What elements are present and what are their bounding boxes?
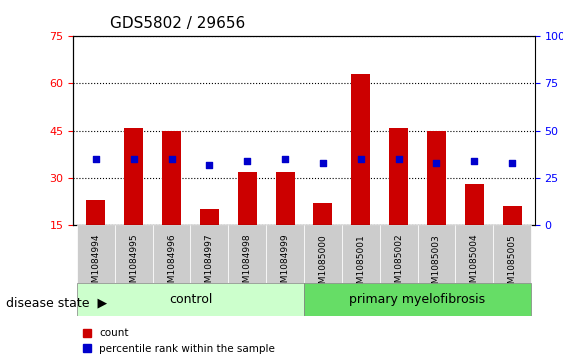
FancyBboxPatch shape [115,225,153,283]
Text: control: control [169,293,212,306]
Text: GSM1084999: GSM1084999 [280,234,289,294]
Bar [427,131,446,225]
Text: GSM1084996: GSM1084996 [167,234,176,294]
Bar [465,184,484,225]
Point [243,158,252,164]
Point [432,160,441,166]
Bar [124,127,143,225]
Bar [87,200,105,225]
FancyBboxPatch shape [418,225,455,283]
FancyBboxPatch shape [190,225,229,283]
Point [470,158,479,164]
Bar [389,127,408,225]
Text: GDS5802 / 29656: GDS5802 / 29656 [110,16,245,31]
Text: GSM1085002: GSM1085002 [394,234,403,294]
FancyBboxPatch shape [266,225,304,283]
FancyBboxPatch shape [229,225,266,283]
Point [129,156,138,162]
Bar [200,209,219,225]
Text: GSM1084995: GSM1084995 [129,234,138,294]
Bar [162,131,181,225]
Text: GSM1085000: GSM1085000 [319,234,328,294]
Text: GSM1085001: GSM1085001 [356,234,365,294]
Text: GSM1085003: GSM1085003 [432,234,441,294]
Point [91,156,100,162]
Point [205,162,214,168]
Text: primary myelofibrosis: primary myelofibrosis [350,293,486,306]
Bar [314,203,332,225]
Point [167,156,176,162]
FancyBboxPatch shape [304,283,531,316]
Point [394,156,403,162]
Point [319,160,328,166]
Point [280,156,289,162]
FancyBboxPatch shape [77,283,304,316]
Text: GSM1084998: GSM1084998 [243,234,252,294]
Bar [276,172,294,225]
FancyBboxPatch shape [379,225,418,283]
Text: GSM1085004: GSM1085004 [470,234,479,294]
Legend: count, percentile rank within the sample: count, percentile rank within the sample [78,324,279,358]
Text: GSM1085005: GSM1085005 [508,234,517,294]
FancyBboxPatch shape [77,225,115,283]
Bar [503,206,521,225]
FancyBboxPatch shape [493,225,531,283]
Text: GSM1084994: GSM1084994 [91,234,100,294]
Point [356,156,365,162]
FancyBboxPatch shape [304,225,342,283]
Bar [238,172,257,225]
FancyBboxPatch shape [342,225,379,283]
Bar [351,74,370,225]
Point [508,160,517,166]
FancyBboxPatch shape [153,225,190,283]
FancyBboxPatch shape [455,225,493,283]
Text: GSM1084997: GSM1084997 [205,234,214,294]
Text: disease state  ▶: disease state ▶ [6,297,107,310]
